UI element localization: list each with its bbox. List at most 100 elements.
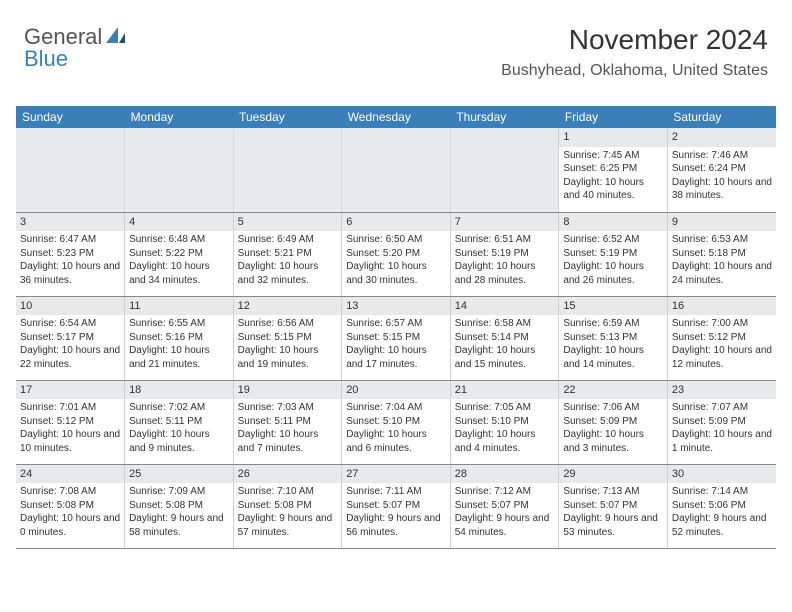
sunset-text: Sunset: 5:07 PM <box>346 499 446 513</box>
day-number: 4 <box>125 213 233 232</box>
sunset-text: Sunset: 5:11 PM <box>129 415 229 429</box>
day-number: 19 <box>234 381 342 400</box>
calendar-day-cell: 15Sunrise: 6:59 AMSunset: 5:13 PMDayligh… <box>559 296 668 380</box>
daylight-text: Daylight: 9 hours and 58 minutes. <box>129 512 229 539</box>
daylight-text: Daylight: 10 hours and 22 minutes. <box>20 344 120 371</box>
daylight-text: Daylight: 9 hours and 52 minutes. <box>672 512 772 539</box>
calendar-day-cell: 19Sunrise: 7:03 AMSunset: 5:11 PMDayligh… <box>233 380 342 464</box>
day-number: 12 <box>234 297 342 316</box>
sunrise-text: Sunrise: 7:06 AM <box>563 401 663 415</box>
month-title: November 2024 <box>501 24 768 56</box>
calendar-day-cell: 9Sunrise: 6:53 AMSunset: 5:18 PMDaylight… <box>667 212 776 296</box>
sunrise-text: Sunrise: 6:54 AM <box>20 317 120 331</box>
daylight-text: Daylight: 9 hours and 56 minutes. <box>346 512 446 539</box>
daylight-text: Daylight: 10 hours and 0 minutes. <box>20 512 120 539</box>
sunset-text: Sunset: 5:12 PM <box>672 331 772 345</box>
sunset-text: Sunset: 5:07 PM <box>455 499 555 513</box>
calendar-day-cell: 22Sunrise: 7:06 AMSunset: 5:09 PMDayligh… <box>559 380 668 464</box>
weekday-header: Sunday <box>16 106 125 128</box>
calendar-day-cell: 12Sunrise: 6:56 AMSunset: 5:15 PMDayligh… <box>233 296 342 380</box>
sunrise-text: Sunrise: 6:50 AM <box>346 233 446 247</box>
sunset-text: Sunset: 5:20 PM <box>346 247 446 261</box>
day-number: 14 <box>451 297 559 316</box>
logo-text-blue: Blue <box>24 46 68 71</box>
sunrise-text: Sunrise: 7:09 AM <box>129 485 229 499</box>
daylight-text: Daylight: 10 hours and 1 minute. <box>672 428 772 455</box>
sunset-text: Sunset: 5:19 PM <box>563 247 663 261</box>
daylight-text: Daylight: 10 hours and 10 minutes. <box>20 428 120 455</box>
weekday-header: Thursday <box>450 106 559 128</box>
daylight-text: Daylight: 10 hours and 28 minutes. <box>455 260 555 287</box>
day-number: 17 <box>16 381 124 400</box>
daylight-text: Daylight: 10 hours and 4 minutes. <box>455 428 555 455</box>
daylight-text: Daylight: 10 hours and 40 minutes. <box>563 176 663 203</box>
day-number: 22 <box>559 381 667 400</box>
calendar-week-row: 17Sunrise: 7:01 AMSunset: 5:12 PMDayligh… <box>16 380 776 464</box>
weekday-header: Saturday <box>667 106 776 128</box>
daylight-text: Daylight: 10 hours and 34 minutes. <box>129 260 229 287</box>
daylight-text: Daylight: 10 hours and 38 minutes. <box>672 176 772 203</box>
daylight-text: Daylight: 10 hours and 30 minutes. <box>346 260 446 287</box>
day-number: 9 <box>668 213 776 232</box>
day-number: 24 <box>16 465 124 484</box>
day-number: 27 <box>342 465 450 484</box>
sunset-text: Sunset: 5:14 PM <box>455 331 555 345</box>
sunrise-text: Sunrise: 7:02 AM <box>129 401 229 415</box>
sunset-text: Sunset: 5:10 PM <box>455 415 555 429</box>
daylight-text: Daylight: 10 hours and 21 minutes. <box>129 344 229 371</box>
sunrise-text: Sunrise: 7:13 AM <box>563 485 663 499</box>
daylight-text: Daylight: 10 hours and 14 minutes. <box>563 344 663 371</box>
sunset-text: Sunset: 5:22 PM <box>129 247 229 261</box>
sunset-text: Sunset: 5:16 PM <box>129 331 229 345</box>
calendar-day-cell: 11Sunrise: 6:55 AMSunset: 5:16 PMDayligh… <box>125 296 234 380</box>
calendar-day-cell: 26Sunrise: 7:10 AMSunset: 5:08 PMDayligh… <box>233 464 342 548</box>
day-number: 25 <box>125 465 233 484</box>
daylight-text: Daylight: 10 hours and 19 minutes. <box>238 344 338 371</box>
sunset-text: Sunset: 5:15 PM <box>238 331 338 345</box>
day-number: 16 <box>668 297 776 316</box>
calendar-day-cell: 21Sunrise: 7:05 AMSunset: 5:10 PMDayligh… <box>450 380 559 464</box>
weekday-header-row: SundayMondayTuesdayWednesdayThursdayFrid… <box>16 106 776 128</box>
calendar-empty-cell <box>233 128 342 212</box>
calendar-empty-cell <box>16 128 125 212</box>
calendar-day-cell: 24Sunrise: 7:08 AMSunset: 5:08 PMDayligh… <box>16 464 125 548</box>
day-number: 26 <box>234 465 342 484</box>
day-number: 23 <box>668 381 776 400</box>
daylight-text: Daylight: 9 hours and 54 minutes. <box>455 512 555 539</box>
calendar-day-cell: 1Sunrise: 7:45 AMSunset: 6:25 PMDaylight… <box>559 128 668 212</box>
sunrise-text: Sunrise: 6:49 AM <box>238 233 338 247</box>
sunrise-text: Sunrise: 6:48 AM <box>129 233 229 247</box>
daylight-text: Daylight: 10 hours and 32 minutes. <box>238 260 338 287</box>
sunset-text: Sunset: 5:17 PM <box>20 331 120 345</box>
sunrise-text: Sunrise: 7:08 AM <box>20 485 120 499</box>
calendar-week-row: 1Sunrise: 7:45 AMSunset: 6:25 PMDaylight… <box>16 128 776 212</box>
sunset-text: Sunset: 6:25 PM <box>563 162 663 176</box>
calendar-day-cell: 2Sunrise: 7:46 AMSunset: 6:24 PMDaylight… <box>667 128 776 212</box>
sunrise-text: Sunrise: 7:14 AM <box>672 485 772 499</box>
sunrise-text: Sunrise: 7:01 AM <box>20 401 120 415</box>
daylight-text: Daylight: 10 hours and 24 minutes. <box>672 260 772 287</box>
sunset-text: Sunset: 5:09 PM <box>563 415 663 429</box>
calendar-day-cell: 16Sunrise: 7:00 AMSunset: 5:12 PMDayligh… <box>667 296 776 380</box>
day-number: 5 <box>234 213 342 232</box>
day-number: 21 <box>451 381 559 400</box>
sunrise-text: Sunrise: 6:53 AM <box>672 233 772 247</box>
daylight-text: Daylight: 10 hours and 12 minutes. <box>672 344 772 371</box>
calendar-day-cell: 5Sunrise: 6:49 AMSunset: 5:21 PMDaylight… <box>233 212 342 296</box>
day-number: 6 <box>342 213 450 232</box>
calendar-day-cell: 8Sunrise: 6:52 AMSunset: 5:19 PMDaylight… <box>559 212 668 296</box>
sunset-text: Sunset: 5:21 PM <box>238 247 338 261</box>
day-number: 18 <box>125 381 233 400</box>
sunrise-text: Sunrise: 7:11 AM <box>346 485 446 499</box>
sunset-text: Sunset: 5:10 PM <box>346 415 446 429</box>
calendar-day-cell: 18Sunrise: 7:02 AMSunset: 5:11 PMDayligh… <box>125 380 234 464</box>
daylight-text: Daylight: 10 hours and 36 minutes. <box>20 260 120 287</box>
sunrise-text: Sunrise: 7:04 AM <box>346 401 446 415</box>
calendar-day-cell: 3Sunrise: 6:47 AMSunset: 5:23 PMDaylight… <box>16 212 125 296</box>
calendar-day-cell: 10Sunrise: 6:54 AMSunset: 5:17 PMDayligh… <box>16 296 125 380</box>
sunset-text: Sunset: 6:24 PM <box>672 162 772 176</box>
weekday-header: Monday <box>125 106 234 128</box>
sunrise-text: Sunrise: 7:00 AM <box>672 317 772 331</box>
day-number: 7 <box>451 213 559 232</box>
day-number: 29 <box>559 465 667 484</box>
